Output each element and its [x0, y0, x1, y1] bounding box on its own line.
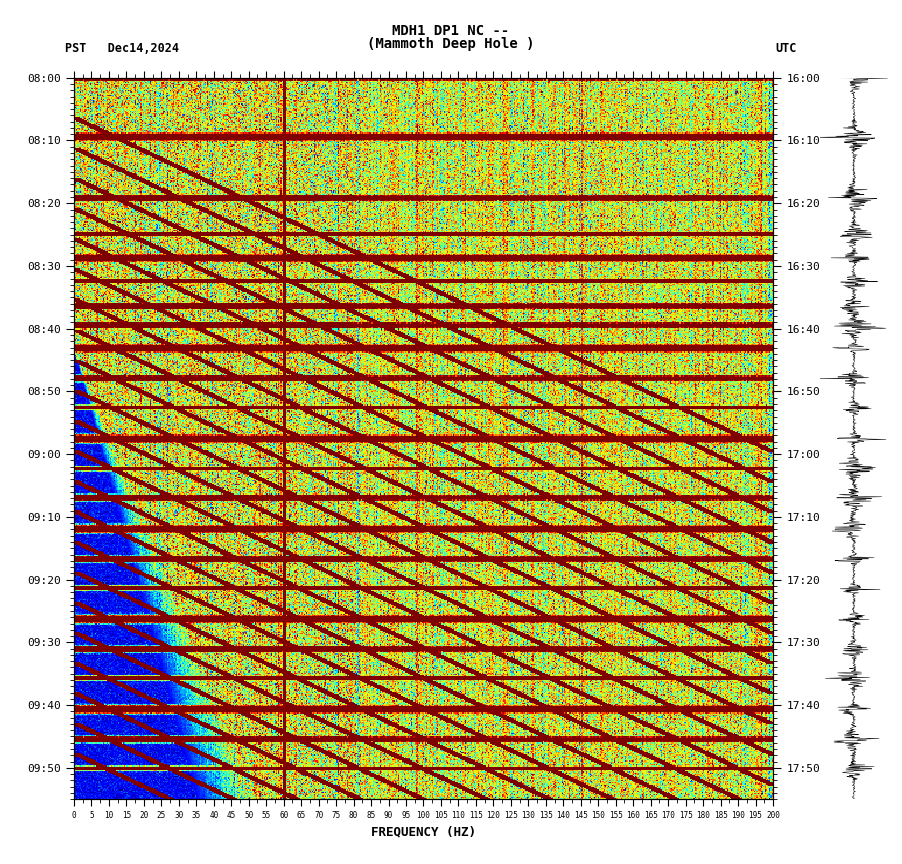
Text: (Mammoth Deep Hole ): (Mammoth Deep Hole ): [367, 37, 535, 51]
Text: PST   Dec14,2024: PST Dec14,2024: [65, 42, 179, 55]
X-axis label: FREQUENCY (HZ): FREQUENCY (HZ): [371, 826, 476, 839]
Text: MDH1 DP1 NC --: MDH1 DP1 NC --: [392, 24, 510, 38]
Text: UTC: UTC: [776, 42, 797, 55]
